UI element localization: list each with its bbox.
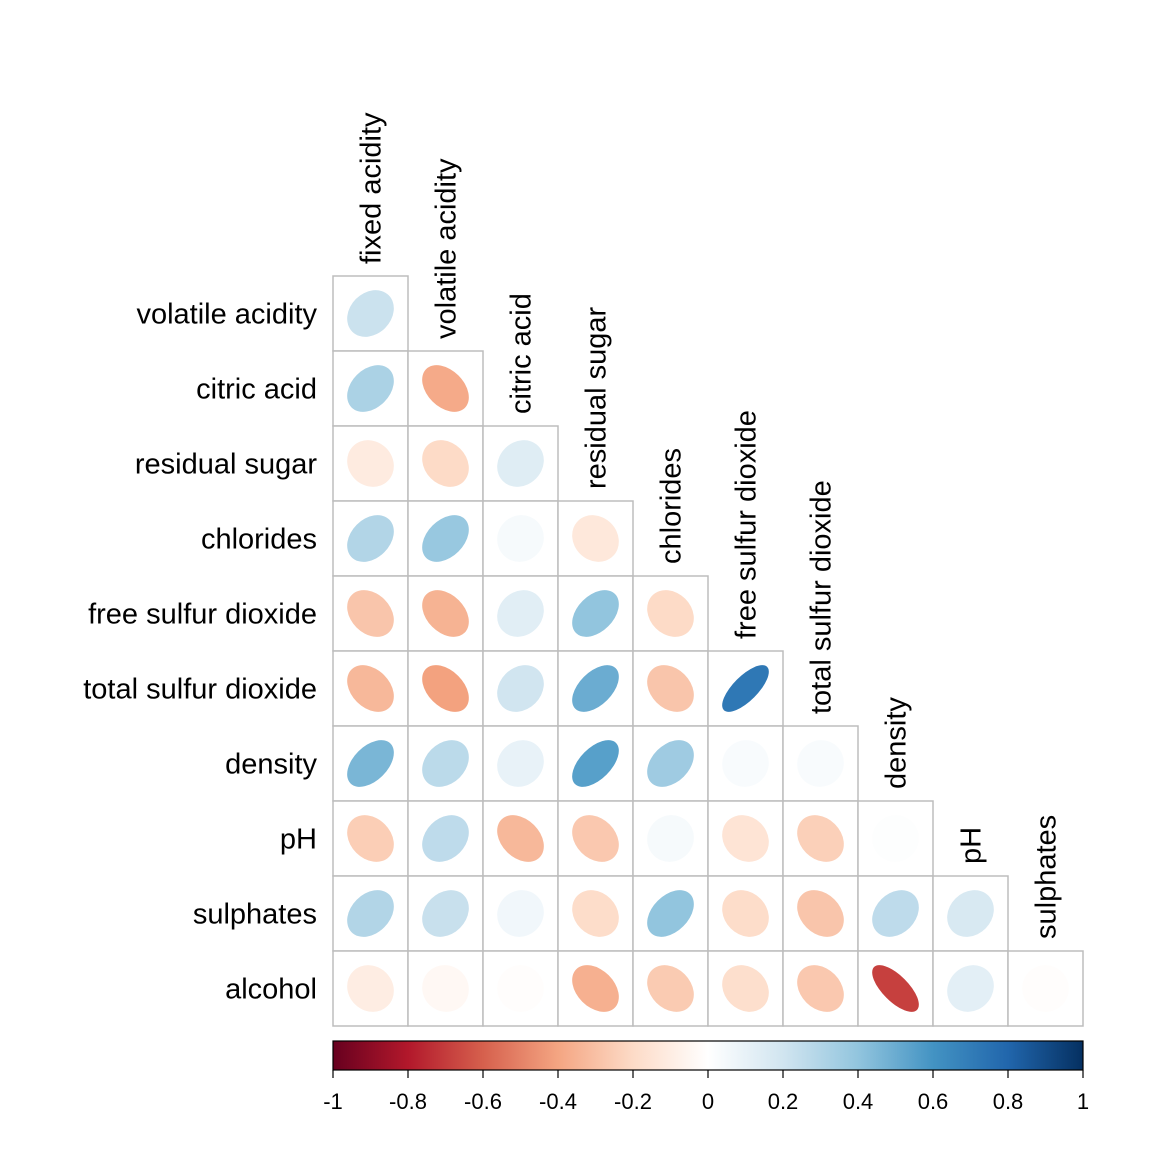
colorbar-gradient xyxy=(332,1040,1084,1071)
correlation-ellipse xyxy=(347,290,394,337)
correlation-ellipse xyxy=(347,440,394,487)
correlation-cells xyxy=(332,275,1084,1027)
column-label: volatile acidity xyxy=(431,158,463,339)
correlation-ellipse xyxy=(572,590,619,637)
correlation-ellipse xyxy=(572,665,619,712)
correlation-ellipse xyxy=(347,590,394,637)
correlation-ellipse xyxy=(422,815,469,862)
row-label: chlorides xyxy=(201,524,317,556)
correlation-ellipse xyxy=(572,515,619,562)
correlation-ellipse xyxy=(947,890,994,937)
column-labels: fixed acidity volatile acidity citric acid… xyxy=(356,112,1063,939)
correlation-ellipse xyxy=(347,965,394,1012)
correlation-ellipse xyxy=(572,890,619,937)
correlation-ellipse xyxy=(422,890,469,937)
colorbar-tick-label: 0.8 xyxy=(993,1089,1024,1114)
colorbar-tick-label: 0.2 xyxy=(768,1089,799,1114)
correlation-ellipse xyxy=(872,815,919,862)
correlation-ellipse xyxy=(797,890,844,937)
row-label: density xyxy=(225,749,317,781)
correlation-ellipse xyxy=(497,665,544,712)
row-label: sulphates xyxy=(193,899,317,931)
row-label: residual sugar xyxy=(135,449,317,481)
row-labels: volatile acidity citric acid residual suga… xyxy=(83,299,317,1006)
correlation-ellipse xyxy=(572,815,619,862)
column-label: density xyxy=(881,697,913,789)
correlation-ellipse xyxy=(347,740,394,787)
correlation-ellipse xyxy=(497,740,544,787)
correlation-ellipse xyxy=(647,665,694,712)
correlation-ellipse xyxy=(422,740,469,787)
correlation-ellipse xyxy=(947,965,994,1012)
correlation-ellipse xyxy=(1022,965,1069,1012)
correlation-ellipse xyxy=(722,815,769,862)
row-label: free sulfur dioxide xyxy=(88,599,317,631)
correlation-ellipse xyxy=(647,740,694,787)
column-label: chlorides xyxy=(656,448,688,564)
correlation-ellipse xyxy=(572,965,619,1012)
correlation-ellipse xyxy=(497,515,544,562)
colorbar-tick-label: 0 xyxy=(702,1089,714,1114)
colorbar-tick-label: 1 xyxy=(1077,1089,1089,1114)
correlation-ellipse xyxy=(722,965,769,1012)
correlation-ellipse xyxy=(422,440,469,487)
correlation-ellipse xyxy=(722,665,769,712)
column-label: citric acid xyxy=(506,293,538,414)
cell-frame xyxy=(782,875,859,952)
column-label: pH xyxy=(956,827,988,864)
correlation-ellipse xyxy=(872,890,919,937)
column-label: free sulfur dioxide xyxy=(731,410,763,639)
column-label: sulphates xyxy=(1031,815,1063,939)
colorbar-tick-label: -0.2 xyxy=(614,1089,652,1114)
correlation-ellipse xyxy=(797,965,844,1012)
column-label: residual sugar xyxy=(581,307,613,489)
correlation-ellipse xyxy=(872,965,919,1012)
correlation-ellipse xyxy=(347,365,394,412)
correlation-ellipse xyxy=(497,890,544,937)
correlation-ellipse xyxy=(497,440,544,487)
correlation-ellipse xyxy=(722,890,769,937)
correlation-ellipse xyxy=(422,965,469,1012)
colorbar-tick-label: -1 xyxy=(323,1089,343,1114)
row-label: alcohol xyxy=(225,974,317,1006)
correlation-ellipse xyxy=(647,815,694,862)
colorbar-tick-label: 0.4 xyxy=(843,1089,874,1114)
colorbar-tick-label: 0.6 xyxy=(918,1089,949,1114)
correlation-ellipse xyxy=(422,665,469,712)
correlation-ellipse xyxy=(497,815,544,862)
row-label: pH xyxy=(280,824,317,856)
correlation-ellipse xyxy=(647,965,694,1012)
correlation-ellipse xyxy=(497,965,544,1012)
cell-frame xyxy=(707,875,784,952)
correlation-ellipse xyxy=(347,815,394,862)
row-label: citric acid xyxy=(196,374,317,406)
column-label: fixed acidity xyxy=(356,112,388,264)
correlation-ellipse xyxy=(647,590,694,637)
correlation-ellipse xyxy=(347,890,394,937)
correlation-ellipse xyxy=(722,740,769,787)
row-label: total sulfur dioxide xyxy=(83,674,317,706)
color-legend: -1 -0.8 -0.6 -0.4 -0.2 0 0.2 0.4 0.6 0.8 1 xyxy=(323,1040,1089,1114)
correlation-ellipse xyxy=(572,740,619,787)
colorbar-tick-label: -0.4 xyxy=(539,1089,577,1114)
correlation-ellipse xyxy=(422,590,469,637)
colorbar-tick-label: -0.6 xyxy=(464,1089,502,1114)
correlation-ellipse xyxy=(497,590,544,637)
correlation-ellipse xyxy=(797,815,844,862)
correlation-ellipse xyxy=(647,890,694,937)
row-label: volatile acidity xyxy=(136,299,317,331)
cell-frame xyxy=(632,575,709,652)
correlation-ellipse xyxy=(347,515,394,562)
correlation-ellipse xyxy=(347,665,394,712)
colorbar-tick-label: -0.8 xyxy=(389,1089,427,1114)
correlation-ellipse xyxy=(797,740,844,787)
correlation-ellipse xyxy=(422,515,469,562)
correlation-ellipse xyxy=(422,365,469,412)
column-label: total sulfur dioxide xyxy=(806,480,838,714)
